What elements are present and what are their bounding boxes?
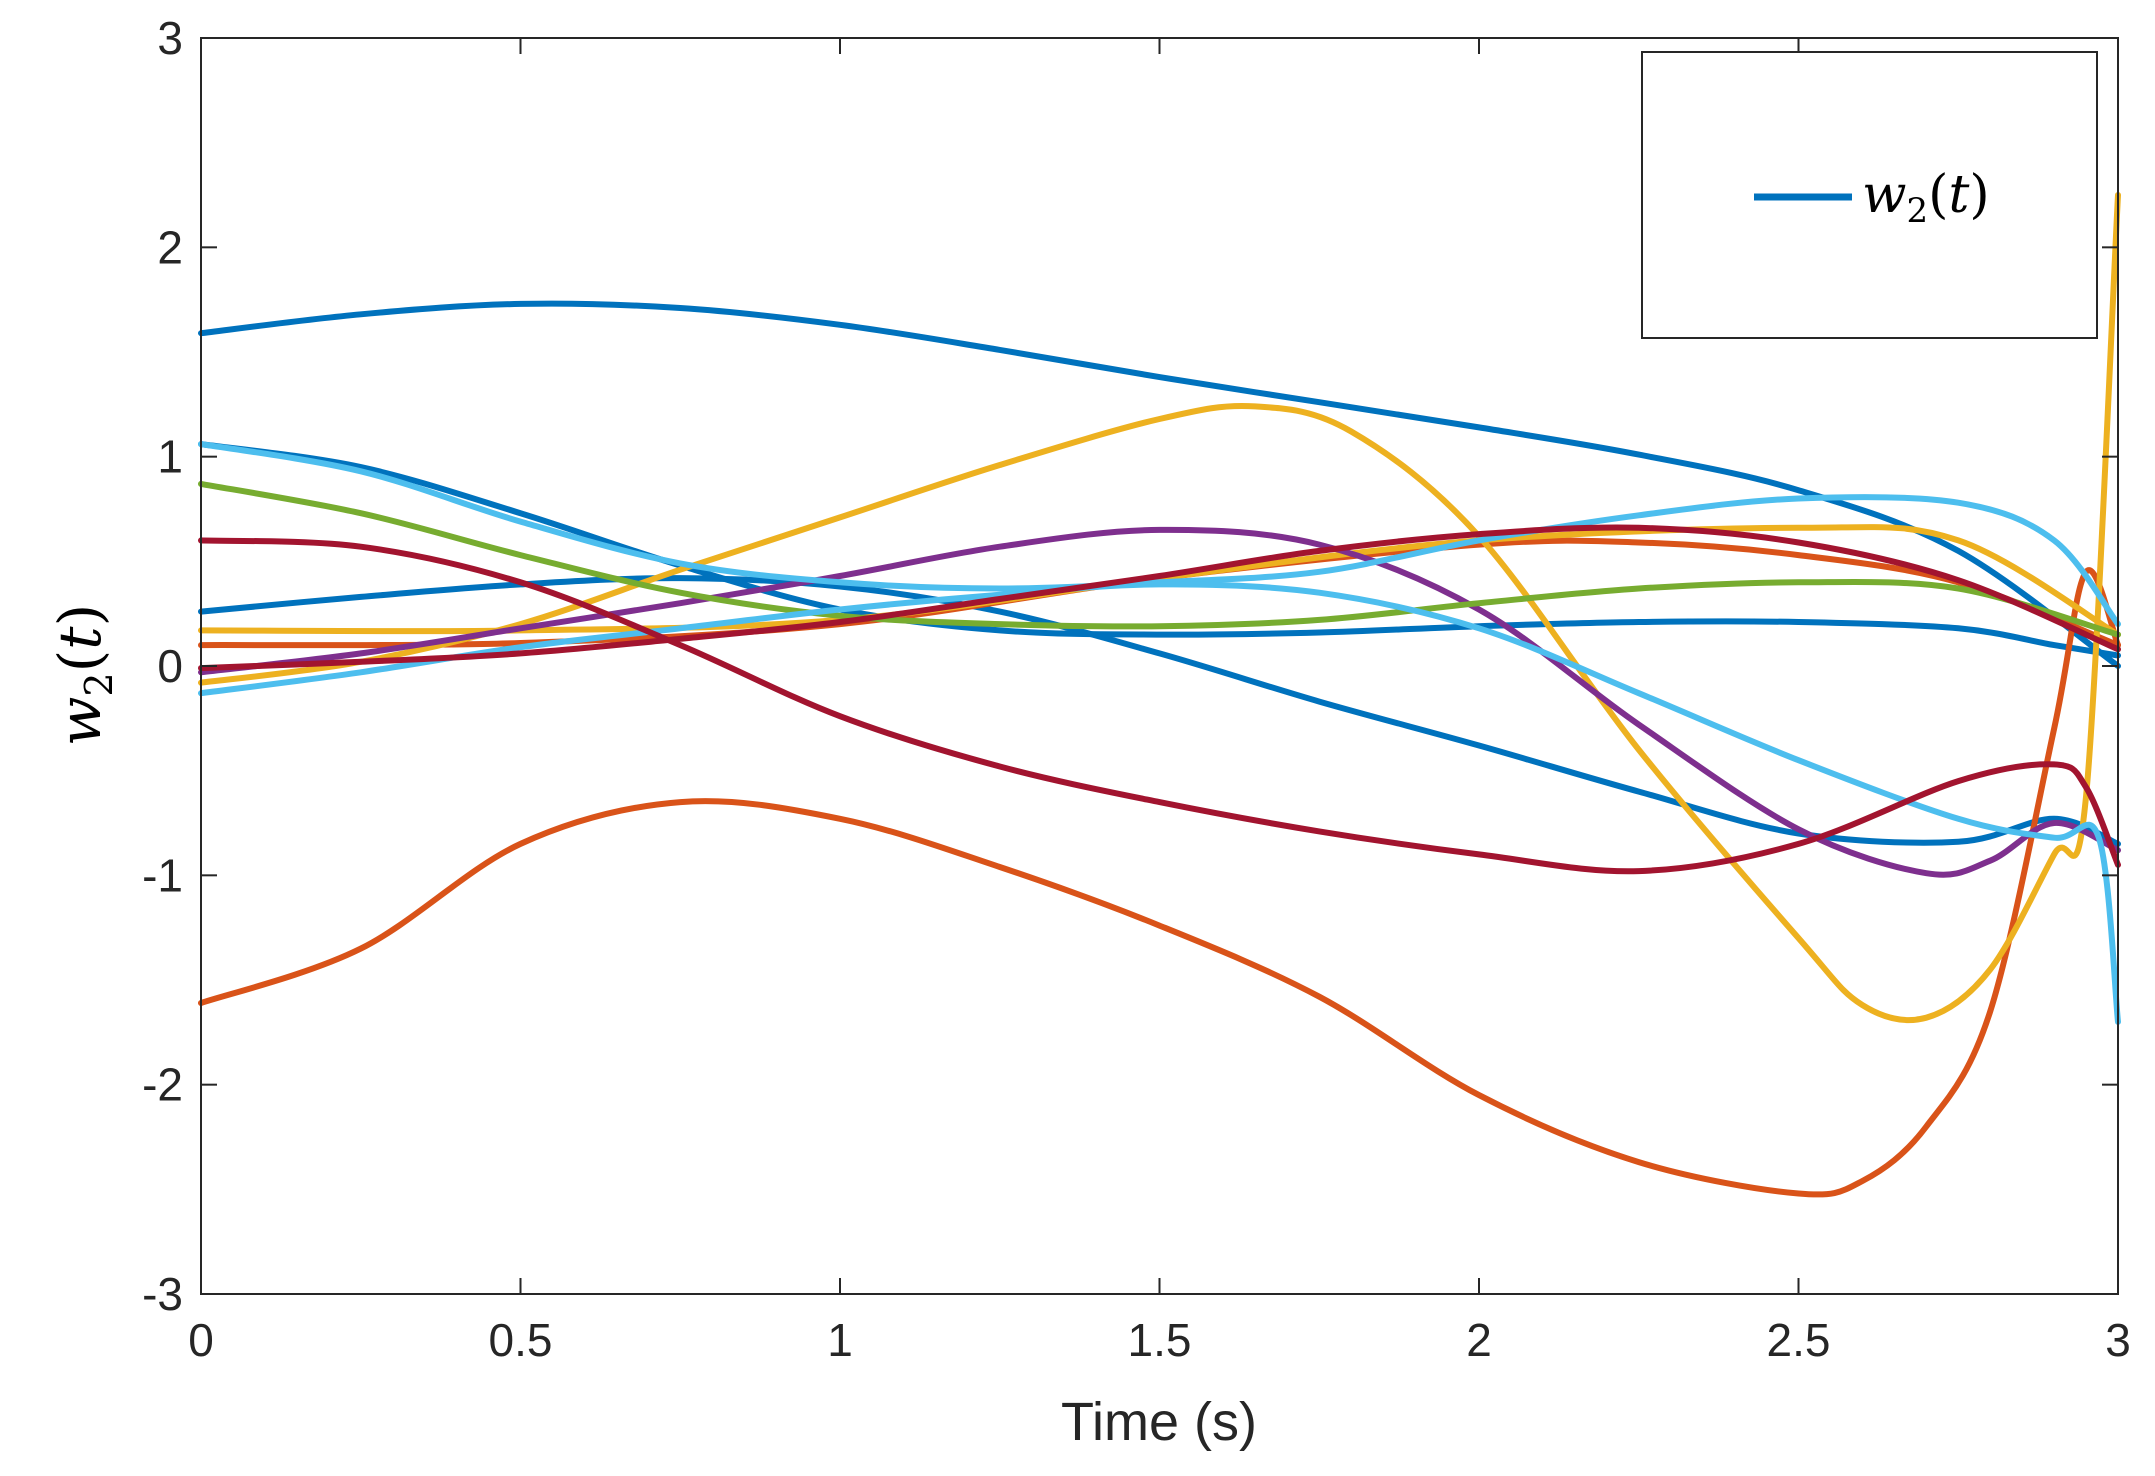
y-tick-label: 0	[157, 640, 183, 692]
series-line-2	[198, 441, 2121, 659]
x-tick-label: 2	[1466, 1314, 1492, 1366]
y-tick-label: -2	[142, 1059, 183, 1111]
legend-entry-w2: w2(t)	[1862, 165, 1990, 231]
legend: w2(t)	[1641, 51, 2098, 339]
y-tick-label: -1	[142, 849, 183, 901]
x-tick-label: 0.5	[489, 1314, 553, 1366]
y-axis-label: w2(t)	[46, 604, 121, 746]
x-tick-label: 1.5	[1128, 1314, 1192, 1366]
series-line-7	[198, 524, 2121, 638]
series-line-13	[198, 524, 2121, 672]
y-tick-label: 2	[157, 221, 183, 273]
series-line-8	[198, 526, 2121, 878]
series-line-9	[198, 480, 2121, 638]
series-layer	[198, 192, 2121, 1198]
x-axis-label: Time (s)	[1061, 1392, 1257, 1452]
series-line-10	[198, 441, 2121, 628]
series-line-4	[198, 567, 2121, 1198]
y-tick-label: 3	[157, 12, 183, 64]
legend-box	[1641, 51, 2098, 339]
x-tick-label: 3	[2105, 1314, 2131, 1366]
x-tick-label: 0	[188, 1314, 214, 1366]
x-tick-label: 2.5	[1767, 1314, 1831, 1366]
x-tick-label: 1	[827, 1314, 853, 1366]
series-line-12	[198, 537, 2121, 875]
y-tick-label: 1	[157, 431, 183, 483]
series-line-11	[198, 581, 2121, 1025]
y-tick-label: -3	[142, 1268, 183, 1320]
ticks-layer: 0 0.5 1 1.5 2 2.5 3 3 2 1 0 -1 -2 -3	[142, 12, 2131, 1366]
